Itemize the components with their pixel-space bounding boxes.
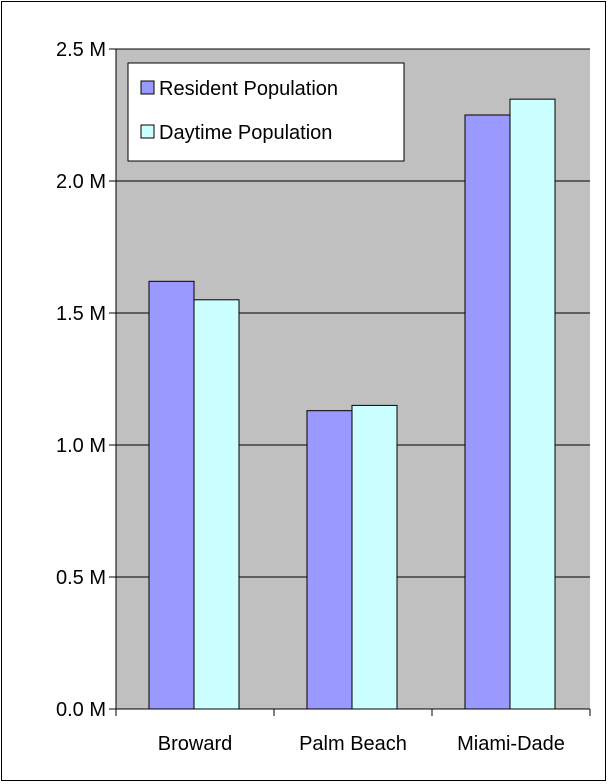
- y-tick-label: 0.5 M: [56, 567, 106, 589]
- axes: [115, 49, 590, 710]
- bar-palm-beach-series-1: [351, 404, 398, 710]
- y-tick-label: 2.0 M: [56, 171, 106, 193]
- x-tick-label: Broward: [158, 733, 232, 755]
- legend-label: Resident Population: [159, 78, 338, 100]
- bar-miami-dade-series-0: [464, 114, 511, 710]
- bar-broward-series-0: [148, 280, 195, 710]
- bar-broward-series-1: [193, 299, 240, 710]
- y-tick-label: 1.0 M: [56, 435, 106, 457]
- y-tick-label: 1.5 M: [56, 303, 106, 325]
- x-tick-label: Palm Beach: [299, 733, 407, 755]
- legend-swatch: [140, 124, 155, 139]
- legend: Resident Population Daytime Population: [127, 62, 405, 162]
- y-tick-label: 2.5 M: [56, 39, 106, 61]
- bars: [148, 98, 556, 710]
- legend-swatch: [140, 80, 155, 95]
- legend-label: Daytime Population: [159, 122, 332, 144]
- legend-box: [127, 62, 405, 162]
- x-axis-ticks: Broward Palm Beach Miami-Dade: [115, 709, 591, 755]
- x-tick-label: Miami-Dade: [457, 733, 565, 755]
- y-axis-ticks: 0.0 M 0.5 M 1.0 M 1.5 M 2.0 M 2.5 M: [56, 39, 116, 721]
- bar-palm-beach-series-0: [306, 410, 353, 710]
- bar-miami-dade-series-1: [509, 98, 556, 710]
- y-tick-label: 0.0 M: [56, 699, 106, 721]
